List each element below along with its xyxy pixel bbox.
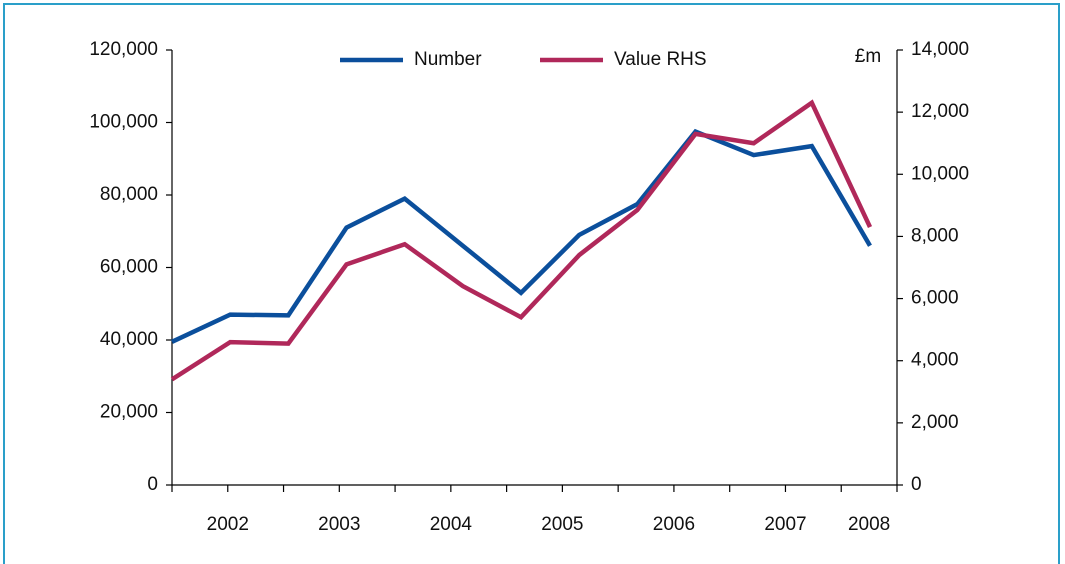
legend-label: Number (414, 49, 482, 70)
x-tick-label: 2003 (318, 514, 360, 535)
x-tick-label: 2002 (207, 514, 249, 535)
y-tick-label: 40,000 (100, 329, 158, 350)
legend-label: Value RHS (614, 49, 707, 70)
y-tick-label: 120,000 (89, 39, 158, 60)
x-tick-label: 2005 (541, 514, 583, 535)
y-tick-label: 80,000 (100, 184, 158, 205)
series-line (171, 128, 872, 344)
y-tick-label: 60,000 (100, 257, 158, 278)
y2-tick-label: 2,000 (911, 412, 959, 433)
y2-tick-label: 4,000 (911, 350, 959, 371)
frame (3, 3, 1060, 564)
series-line (170, 99, 873, 382)
y2-tick-label: 12,000 (911, 101, 969, 122)
x-tick-label: 2008 (848, 514, 890, 535)
y2-unit-label: £m (855, 46, 881, 67)
x-tick-label: 2007 (764, 514, 806, 535)
x-tick-label: 2006 (653, 514, 695, 535)
y2-tick-label: 6,000 (911, 288, 959, 309)
y2-tick-label: 14,000 (911, 39, 969, 60)
y-tick-label: 100,000 (89, 112, 158, 133)
y2-tick-label: 8,000 (911, 225, 959, 246)
y2-tick-label: 10,000 (911, 163, 969, 184)
y-tick-label: 20,000 (100, 402, 158, 423)
y2-tick-label: 0 (911, 474, 922, 495)
y-tick-label: 0 (147, 474, 158, 495)
x-tick-label: 2004 (430, 514, 473, 535)
